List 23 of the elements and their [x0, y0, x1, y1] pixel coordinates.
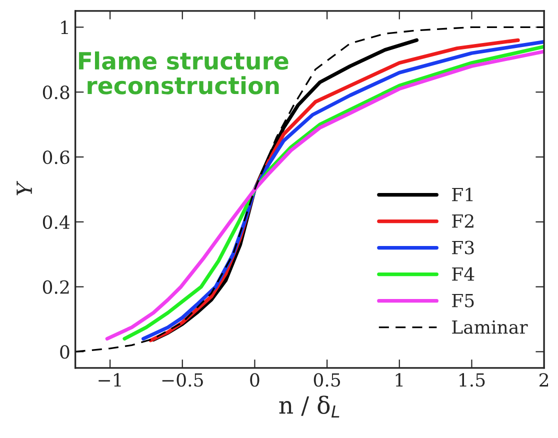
x-axis-title: n / δ$_{L}$: [279, 396, 340, 418]
y-axis-title: Y: [16, 180, 32, 196]
x-tick-label: 1: [396, 373, 403, 386]
y-tick-label: 0: [60, 345, 70, 359]
legend-label: F1: [452, 188, 473, 202]
y-tick-label: 0.2: [42, 280, 69, 294]
legend-label: F3: [452, 240, 474, 254]
x-tick-label: −0.5: [162, 373, 203, 387]
legend-label: Laminar: [452, 320, 528, 334]
x-tick-label: −1: [98, 373, 121, 386]
line-series: [75, 26, 544, 353]
legend-label: F5: [452, 294, 474, 308]
y-tick-label: 1: [61, 20, 68, 34]
y-tick-label: 0.6: [42, 150, 70, 164]
x-tick-label: 1.5: [460, 373, 485, 387]
x-tick-label: 0: [250, 373, 260, 387]
annotation: Flame structure reconstruction: [79, 51, 288, 94]
x-tick-label: 0.5: [314, 373, 340, 387]
y-tick-label: 0.8: [42, 86, 70, 100]
y-tick-label: 0.4: [42, 215, 70, 230]
legend-label: F4: [452, 267, 474, 281]
legend-label: F2: [452, 214, 474, 228]
x-tick-label: 2: [540, 373, 548, 386]
